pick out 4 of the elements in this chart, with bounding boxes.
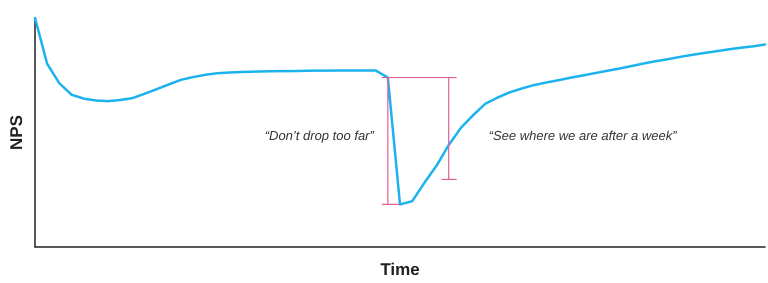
x-axis-title: Time bbox=[380, 260, 420, 279]
annotation: “See where we are after a week” bbox=[488, 128, 678, 143]
y-axis-title: NPS bbox=[7, 115, 26, 150]
annotation: “Don’t drop too far” bbox=[264, 128, 374, 143]
